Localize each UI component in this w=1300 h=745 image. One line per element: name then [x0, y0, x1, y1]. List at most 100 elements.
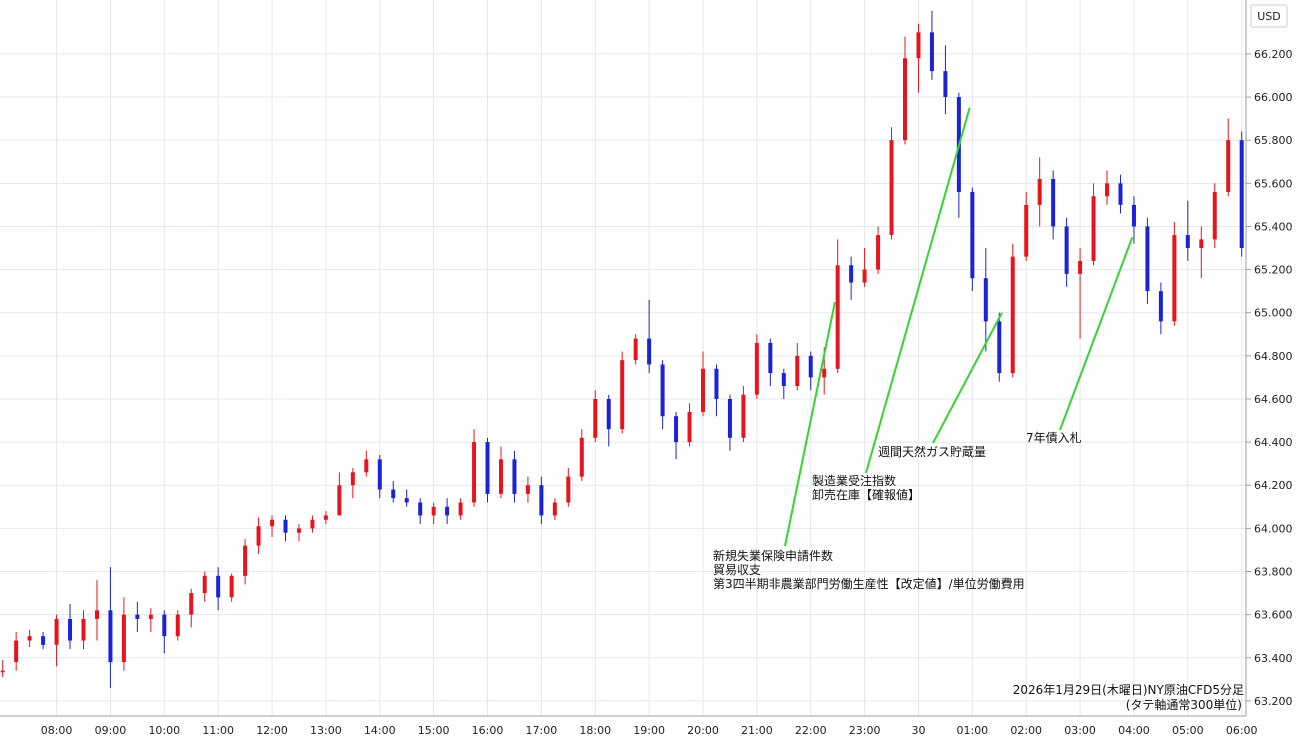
candle-up [202, 571, 207, 602]
candle-up [270, 515, 275, 537]
candle-up [795, 342, 800, 391]
candle-body [202, 575, 207, 594]
candle-up [243, 539, 248, 585]
candle-body [404, 498, 409, 503]
candle-body [229, 575, 234, 598]
candle-up [862, 248, 867, 287]
candle-body [350, 472, 355, 486]
candle-down [283, 515, 288, 542]
candle-down [377, 455, 382, 499]
x-tick-label: 16:00 [472, 724, 504, 737]
candle-down [445, 498, 450, 525]
candle-body [1078, 260, 1083, 274]
y-tick-label: 65.200 [1254, 264, 1293, 277]
x-tick-label: 06:00 [1226, 724, 1258, 737]
x-tick-label: 03:00 [1064, 724, 1096, 737]
candle-down [1239, 131, 1244, 257]
candle-up [1010, 243, 1015, 378]
candle-body [754, 342, 759, 395]
y-tick-label: 63.400 [1254, 652, 1293, 665]
candle-body [687, 411, 692, 443]
annotation-label: 卸売在庫【確報値】 [812, 487, 920, 502]
candle-up [350, 467, 355, 499]
candle-down [1131, 196, 1136, 244]
candle-up [296, 524, 301, 542]
candle-down [485, 437, 490, 503]
unit-label-box[interactable]: USD [1250, 4, 1288, 28]
candle-down [512, 450, 517, 503]
candle-body [189, 593, 194, 615]
grid [0, 0, 1246, 716]
candle-body [889, 140, 894, 236]
candle-up [552, 498, 557, 520]
candle-body [364, 459, 369, 473]
y-tick-label: 63.800 [1254, 566, 1293, 579]
candle-body [377, 459, 382, 490]
candle-up [903, 36, 908, 145]
candle-up [189, 588, 194, 628]
candle-up [310, 515, 315, 533]
candle-down [983, 248, 988, 352]
candle-body [485, 442, 490, 494]
candle-body [1051, 179, 1056, 227]
candle-body [270, 519, 275, 527]
candle-up [148, 608, 153, 632]
candle-up [256, 517, 261, 555]
y-tick-label: 66.000 [1254, 91, 1293, 104]
candle-down [849, 256, 854, 300]
candle-body [1239, 140, 1244, 249]
x-tick-label: 19:00 [633, 724, 665, 737]
candle-down [404, 489, 409, 507]
x-tick-label: 13:00 [310, 724, 342, 737]
candle-body [1118, 183, 1123, 205]
candle-body [1105, 183, 1110, 197]
candle-body [256, 526, 261, 546]
x-tick-label: 04:00 [1118, 724, 1150, 737]
candle-body [108, 610, 113, 663]
candle-up [1226, 118, 1231, 197]
candle-body [68, 618, 73, 641]
candle-body [849, 265, 854, 283]
candle-body [970, 191, 975, 279]
candle-body [660, 364, 665, 417]
candle-up [364, 450, 369, 477]
candle-body [0, 670, 5, 673]
candle-body [418, 502, 423, 516]
candle-body [94, 610, 99, 619]
candle-body [835, 265, 840, 369]
x-tick-label: 09:00 [95, 724, 127, 737]
candle-body [983, 278, 988, 322]
candle-down [997, 312, 1002, 382]
candle-down [216, 567, 221, 611]
candle-up [229, 573, 234, 602]
x-tick-label: 10:00 [148, 724, 180, 737]
candle-body [121, 614, 126, 663]
candle-up [525, 476, 530, 503]
candle-down [1064, 217, 1069, 287]
candle-up [579, 429, 584, 481]
candle-down [41, 631, 46, 650]
candle-body [310, 519, 315, 529]
annotations: 新規失業保険申請件数貿易収支第3四半期非農業部門労働生産性【改定値】/単位労働費… [713, 430, 1082, 591]
candle-up [498, 446, 503, 499]
annotation-callout-line [1059, 236, 1134, 431]
candle-up [876, 226, 881, 274]
x-tick-labels: 06:00 08:00 09:00 10:00 11:00 12:00 13:00 14:00… [41, 724, 1258, 737]
candle-up [54, 614, 59, 667]
annotation-label: 第3四半期非農業部門労働生産性【改定値】/単位労働費用 [713, 576, 1025, 591]
candle-down [1158, 282, 1163, 335]
candle-body [943, 71, 948, 98]
candle-body [525, 485, 530, 494]
annotation-callout-line [932, 312, 1003, 444]
annotation-label: 貿易収支 [713, 563, 761, 577]
x-tick-label: 21:00 [741, 724, 773, 737]
y-tick-label: 64.800 [1254, 350, 1293, 363]
x-tick-label: 18:00 [579, 724, 611, 737]
candle-down [1145, 217, 1150, 305]
candle-up [1199, 226, 1204, 279]
candle-up [916, 23, 921, 93]
annotation-callout-line [784, 301, 836, 547]
candle-body [606, 398, 611, 430]
